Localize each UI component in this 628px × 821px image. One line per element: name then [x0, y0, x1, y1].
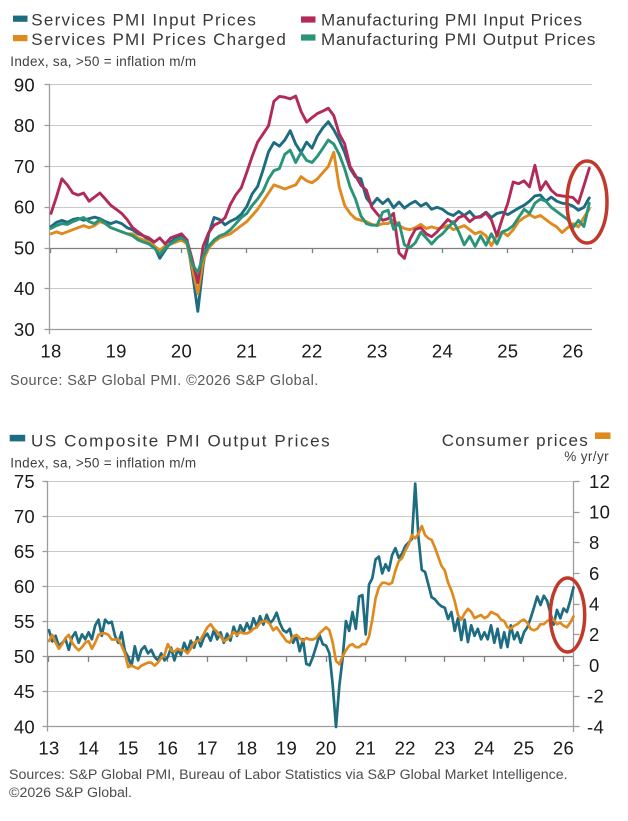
- svg-text:23: 23: [367, 340, 388, 361]
- svg-text:Services PMI Prices Charged: Services PMI Prices Charged: [31, 30, 287, 49]
- svg-text:2: 2: [589, 624, 600, 645]
- svg-text:Sources: S&P Global PMI, Burea: Sources: S&P Global PMI, Bureau of Labor…: [9, 767, 568, 783]
- svg-text:60: 60: [14, 197, 35, 218]
- svg-text:16: 16: [157, 738, 178, 759]
- svg-text:15: 15: [118, 738, 139, 759]
- svg-text:18: 18: [236, 738, 257, 759]
- svg-text:Services PMI Input Prices: Services PMI Input Prices: [31, 10, 257, 29]
- svg-text:Manufacturing PMI Output Price: Manufacturing PMI Output Prices: [321, 30, 596, 49]
- svg-text:70: 70: [14, 506, 35, 527]
- svg-text:-2: -2: [587, 686, 604, 707]
- svg-text:Consumer prices: Consumer prices: [442, 431, 589, 450]
- svg-text:% yr/yr: % yr/yr: [564, 449, 609, 464]
- svg-text:30: 30: [14, 319, 35, 340]
- svg-text:6: 6: [589, 563, 600, 584]
- svg-text:23: 23: [434, 738, 455, 759]
- svg-text:50: 50: [14, 646, 35, 667]
- svg-text:75: 75: [14, 471, 35, 492]
- svg-text:20: 20: [171, 340, 192, 361]
- svg-text:60: 60: [14, 576, 35, 597]
- svg-text:21: 21: [355, 738, 376, 759]
- svg-text:4: 4: [589, 594, 600, 615]
- svg-text:19: 19: [106, 340, 127, 361]
- svg-text:20: 20: [315, 738, 336, 759]
- svg-text:17: 17: [197, 738, 218, 759]
- svg-text:26: 26: [562, 340, 583, 361]
- svg-text:65: 65: [14, 541, 35, 562]
- svg-text:Source: S&P Global PMI. ©2026: Source: S&P Global PMI. ©2026 S&P Global…: [10, 373, 319, 389]
- svg-text:25: 25: [513, 738, 534, 759]
- svg-text:12: 12: [589, 471, 610, 492]
- svg-text:24: 24: [474, 738, 495, 759]
- svg-text:Manufacturing PMI Input Prices: Manufacturing PMI Input Prices: [321, 10, 583, 29]
- svg-text:Index, sa, >50 = inflation m/m: Index, sa, >50 = inflation m/m: [10, 456, 196, 471]
- svg-text:10: 10: [589, 502, 610, 523]
- svg-text:-4: -4: [587, 716, 604, 737]
- svg-text:70: 70: [14, 156, 35, 177]
- svg-text:25: 25: [497, 340, 518, 361]
- svg-text:Index, sa, >50 = inflation m/m: Index, sa, >50 = inflation m/m: [10, 54, 196, 69]
- svg-text:19: 19: [276, 738, 297, 759]
- svg-text:8: 8: [589, 532, 600, 553]
- svg-text:21: 21: [236, 340, 257, 361]
- svg-text:©2026 S&P Global.: ©2026 S&P Global.: [9, 785, 132, 801]
- svg-text:40: 40: [14, 716, 35, 737]
- svg-text:US Composite PMI Output Prices: US Composite PMI Output Prices: [31, 432, 331, 451]
- svg-text:45: 45: [14, 681, 35, 702]
- svg-text:55: 55: [14, 611, 35, 632]
- svg-text:22: 22: [395, 738, 416, 759]
- svg-text:0: 0: [589, 655, 600, 676]
- svg-text:22: 22: [301, 340, 322, 361]
- svg-text:50: 50: [14, 237, 35, 258]
- svg-text:90: 90: [14, 74, 35, 95]
- svg-text:14: 14: [78, 738, 99, 759]
- svg-text:40: 40: [14, 278, 35, 299]
- svg-text:13: 13: [38, 738, 59, 759]
- svg-text:26: 26: [553, 738, 574, 759]
- svg-text:24: 24: [432, 340, 453, 361]
- svg-text:18: 18: [40, 340, 61, 361]
- svg-text:80: 80: [14, 115, 35, 136]
